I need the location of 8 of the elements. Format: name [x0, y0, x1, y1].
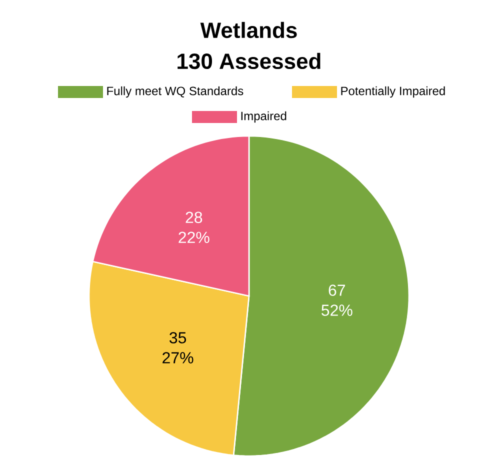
chart-subtitle: 130 Assessed — [178, 52, 320, 70]
legend-label: Impaired — [241, 111, 286, 123]
legend-label: Potentially Impaired — [341, 86, 445, 98]
legend-label: Fully meet WQ Standards — [107, 86, 244, 98]
data-label: 67 52% — [322, 284, 352, 316]
data-label: 35 27% — [162, 332, 194, 364]
data-label: 28 22% — [178, 212, 210, 244]
chart-title: Wetlands — [200, 22, 297, 38]
